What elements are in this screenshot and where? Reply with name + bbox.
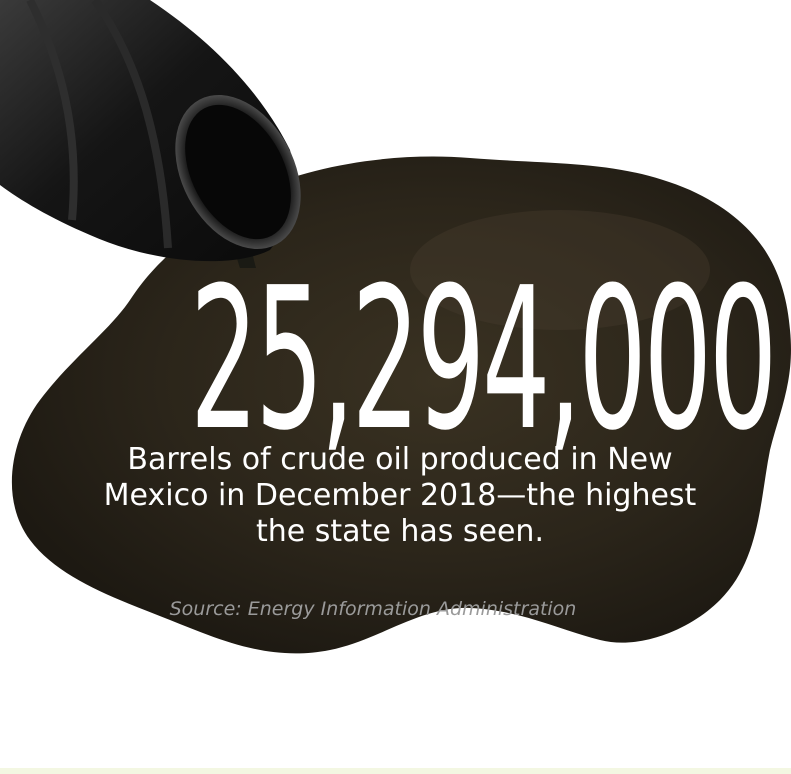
headline-figure: 25,294,000 [189,246,778,474]
oil-puddle-shape [11,156,791,654]
footer-band [0,768,791,774]
caption-line-1: Barrels of crude oil produced in New [127,442,673,477]
source-credit: Source: Energy Information Administratio… [169,598,577,620]
caption-line-3: the state has seen. [256,514,544,549]
caption-text: Barrels of crude oil produced in New Mex… [60,442,740,550]
caption-line-2: Mexico in December 2018—the highest [103,478,697,513]
